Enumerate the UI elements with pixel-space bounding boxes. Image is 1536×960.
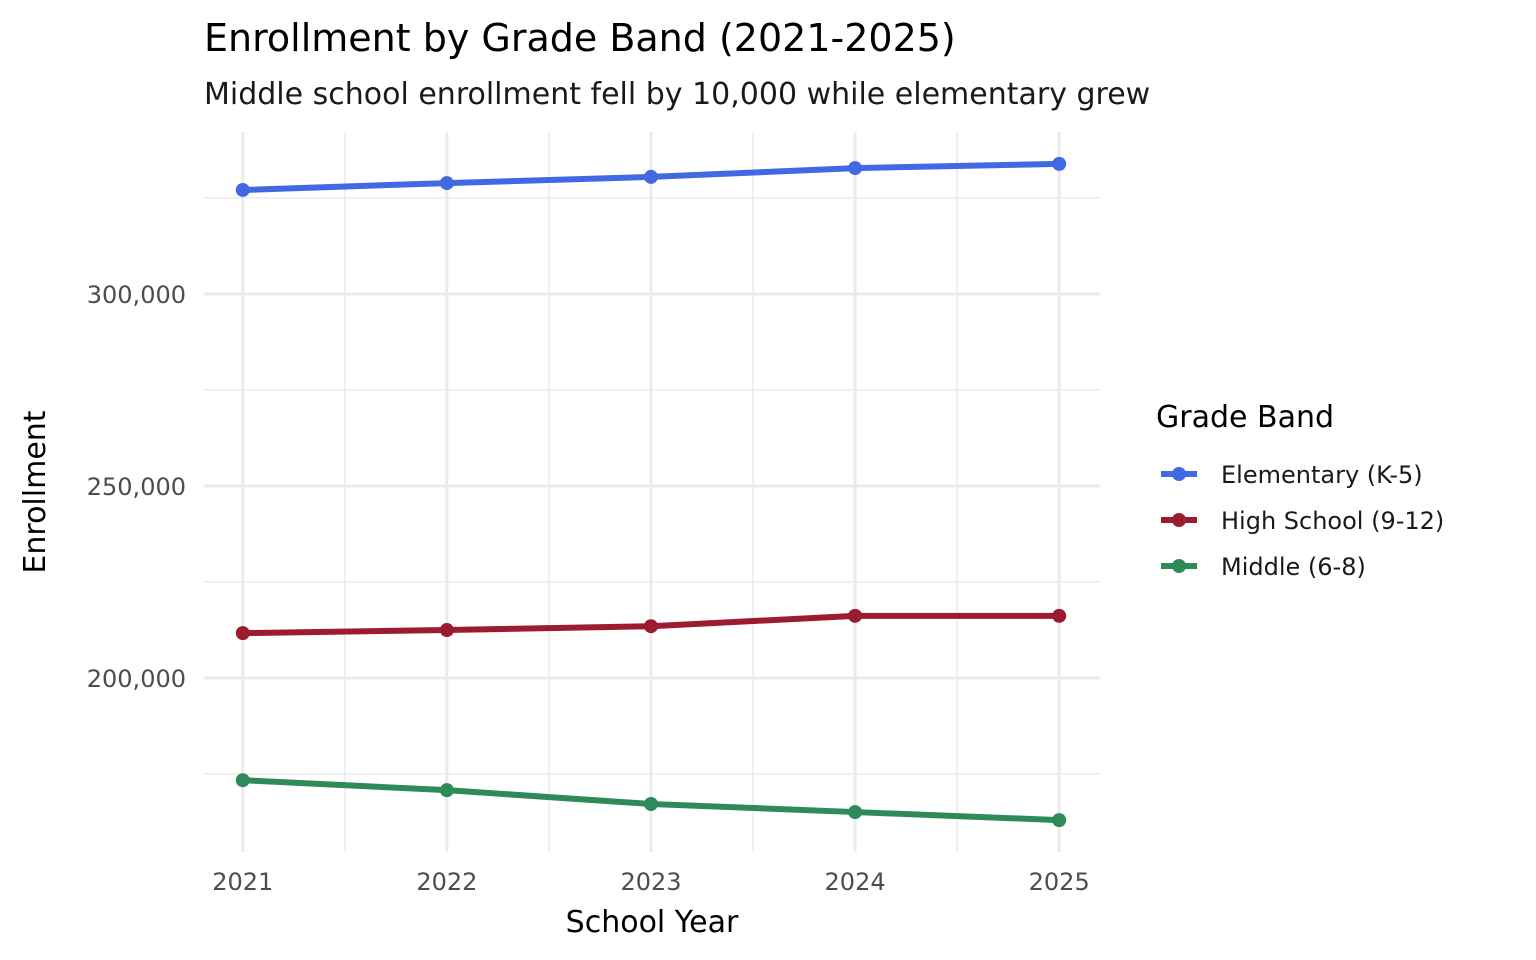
x-tick-label: 2021 [212,868,273,896]
series-middle-6-8- [235,773,1067,828]
data-point [439,176,454,191]
data-point [235,182,250,197]
data-point [848,805,863,820]
legend-key-point [1172,559,1186,573]
x-tick-label: 2024 [825,868,886,896]
data-point [848,608,863,623]
y-tick-label: 250,000 [87,473,186,501]
legend-item: High School (9-12) [1161,507,1444,535]
y-axis-ticks: 200,000 250,000 300,000 [87,281,186,693]
data-point [235,773,250,788]
legend-key-point [1172,513,1186,527]
legend-label: Elementary (K-5) [1221,461,1423,489]
data-point [439,783,454,798]
y-axis-label: Enrollment [18,410,53,573]
x-tick-label: 2025 [1029,868,1090,896]
legend-key-point [1172,467,1186,481]
data-point [643,797,658,811]
data-point [848,161,863,176]
legend: Grade Band Elementary (K-5) High School (… [1156,400,1444,581]
chart-subtitle: Middle school enrollment fell by 10,000 … [204,77,1150,112]
legend-title: Grade Band [1156,400,1334,435]
data-point [1052,608,1067,623]
legend-label: Middle (6-8) [1221,553,1366,581]
legend-item: Elementary (K-5) [1161,461,1423,489]
y-tick-label: 300,000 [87,281,186,309]
data-point [643,619,658,634]
data-point [1052,813,1067,828]
y-tick-label: 200,000 [87,665,186,693]
legend-label: High School (9-12) [1221,507,1444,535]
series-high-school-9-12- [235,608,1067,641]
series-elementary-k-5- [235,156,1067,197]
series-lines [235,156,1067,828]
x-tick-label: 2022 [416,868,477,896]
data-point [439,623,454,638]
x-tick-label: 2023 [620,868,681,896]
data-point [235,626,250,641]
data-point [1052,156,1067,171]
x-axis-label: School Year [566,905,739,940]
data-point [643,169,658,184]
gridlines [204,132,1100,852]
x-axis-ticks: 2021 2022 2023 2024 2025 [212,868,1089,896]
legend-item: Middle (6-8) [1161,553,1366,581]
chart-title: Enrollment by Grade Band (2021-2025) [204,16,956,60]
